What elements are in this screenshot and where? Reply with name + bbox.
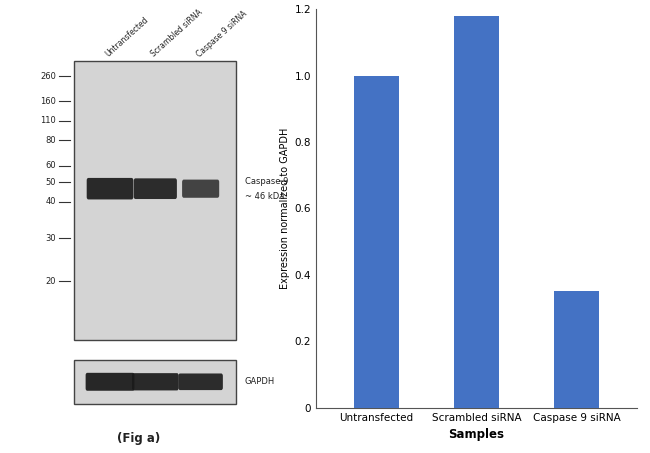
X-axis label: Samples: Samples bbox=[448, 428, 504, 441]
Bar bbox=[554, 291, 599, 408]
FancyBboxPatch shape bbox=[132, 373, 179, 390]
Bar bbox=[74, 61, 236, 340]
Text: ~ 46 kDa: ~ 46 kDa bbox=[244, 192, 284, 201]
Y-axis label: Expression normalized to GAPDH: Expression normalized to GAPDH bbox=[280, 128, 291, 289]
Text: Caspase 9: Caspase 9 bbox=[244, 177, 288, 186]
FancyBboxPatch shape bbox=[86, 178, 133, 199]
Text: Caspase 9 siRNA: Caspase 9 siRNA bbox=[194, 9, 248, 59]
Text: 160: 160 bbox=[40, 97, 57, 106]
FancyBboxPatch shape bbox=[134, 178, 177, 199]
Bar bbox=[454, 16, 499, 408]
Text: 80: 80 bbox=[46, 136, 57, 145]
Text: 40: 40 bbox=[46, 198, 57, 206]
Text: 20: 20 bbox=[46, 277, 57, 286]
Text: GAPDH: GAPDH bbox=[244, 377, 275, 386]
Text: 60: 60 bbox=[46, 161, 57, 170]
FancyBboxPatch shape bbox=[86, 373, 135, 391]
Text: 50: 50 bbox=[46, 178, 57, 187]
FancyBboxPatch shape bbox=[179, 373, 223, 390]
Bar bbox=[354, 76, 399, 408]
FancyBboxPatch shape bbox=[182, 179, 219, 198]
Text: Untransfected: Untransfected bbox=[104, 16, 151, 59]
Text: Scrambled siRNA: Scrambled siRNA bbox=[150, 8, 204, 59]
Text: 260: 260 bbox=[40, 72, 57, 81]
Bar bbox=[74, 360, 236, 404]
Text: 30: 30 bbox=[46, 234, 57, 242]
Text: 110: 110 bbox=[40, 116, 57, 125]
Text: (Fig a): (Fig a) bbox=[117, 432, 160, 444]
